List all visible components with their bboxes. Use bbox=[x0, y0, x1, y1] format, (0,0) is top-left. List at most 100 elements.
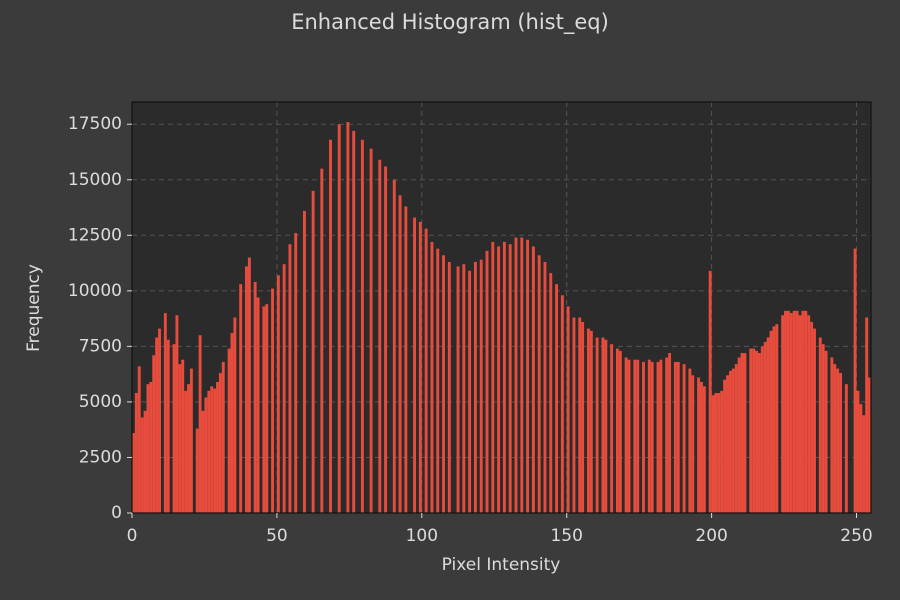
bar bbox=[723, 379, 727, 513]
bar bbox=[673, 361, 677, 513]
bar bbox=[610, 344, 614, 513]
bar bbox=[772, 326, 776, 513]
bar bbox=[265, 304, 269, 513]
bar bbox=[795, 310, 799, 513]
bar bbox=[294, 233, 298, 513]
bar bbox=[430, 241, 434, 513]
bar bbox=[195, 428, 199, 513]
ticks: 0 2500 5000 7500 10000 12500 15000 17500 0 50 100 1… bbox=[68, 114, 873, 546]
bar bbox=[508, 244, 512, 513]
x-tick-label: 50 bbox=[266, 526, 288, 546]
bar bbox=[743, 353, 747, 513]
bar bbox=[404, 206, 408, 514]
bar bbox=[769, 330, 773, 513]
bar bbox=[311, 190, 315, 513]
bar bbox=[636, 359, 640, 513]
bar bbox=[233, 317, 237, 513]
bar bbox=[824, 350, 828, 513]
bar bbox=[560, 295, 564, 513]
bar bbox=[728, 370, 732, 513]
bar bbox=[720, 390, 724, 513]
bar bbox=[813, 328, 816, 513]
bar bbox=[740, 353, 744, 513]
bar bbox=[253, 281, 257, 513]
bar bbox=[868, 377, 871, 513]
y-tick-label: 17500 bbox=[68, 114, 122, 134]
plot-frame bbox=[131, 101, 872, 514]
bar bbox=[398, 195, 402, 513]
bar bbox=[172, 344, 176, 513]
bar bbox=[627, 359, 631, 513]
bar bbox=[697, 377, 701, 513]
bar bbox=[543, 261, 547, 513]
bar bbox=[633, 359, 637, 513]
bar bbox=[856, 390, 860, 513]
bar bbox=[181, 359, 185, 513]
bar bbox=[572, 317, 576, 513]
bar bbox=[702, 386, 706, 513]
bar bbox=[711, 395, 715, 513]
bars bbox=[132, 121, 871, 514]
bar bbox=[346, 121, 350, 513]
bar bbox=[378, 159, 382, 514]
bar bbox=[804, 310, 808, 513]
bar bbox=[442, 255, 445, 514]
bar bbox=[688, 368, 692, 513]
bar bbox=[763, 341, 767, 513]
bar bbox=[210, 386, 214, 513]
bar bbox=[781, 315, 785, 513]
bar bbox=[485, 250, 489, 514]
bar bbox=[700, 381, 703, 513]
bar bbox=[221, 361, 225, 513]
bar bbox=[392, 179, 396, 513]
bar bbox=[656, 361, 660, 513]
bar bbox=[152, 355, 156, 513]
bar bbox=[320, 168, 324, 513]
y-tick-label: 0 bbox=[111, 503, 122, 523]
bar bbox=[752, 348, 756, 513]
bar bbox=[189, 368, 193, 513]
bar bbox=[218, 373, 222, 513]
chart-title: Enhanced Histogram (hist_eq) bbox=[291, 10, 609, 35]
x-tick-label: 250 bbox=[840, 526, 872, 546]
bar bbox=[282, 264, 286, 513]
x-tick-label: 100 bbox=[406, 526, 438, 546]
bar bbox=[726, 375, 729, 513]
bar bbox=[665, 357, 669, 513]
x-tick-label: 0 bbox=[127, 526, 138, 546]
bar bbox=[555, 284, 559, 513]
bar bbox=[352, 130, 356, 513]
bar bbox=[766, 337, 770, 513]
bar bbox=[833, 364, 837, 513]
bar bbox=[288, 244, 292, 513]
bar bbox=[134, 393, 138, 513]
bar bbox=[668, 353, 672, 513]
bar bbox=[818, 337, 822, 513]
bar bbox=[647, 359, 651, 513]
bar bbox=[821, 344, 825, 513]
bar bbox=[360, 139, 364, 513]
bar bbox=[497, 246, 501, 514]
bar bbox=[198, 335, 202, 513]
bar bbox=[456, 266, 460, 513]
bar bbox=[526, 239, 530, 513]
bar bbox=[865, 317, 869, 513]
bar bbox=[256, 297, 260, 513]
bar bbox=[247, 257, 251, 513]
bar bbox=[682, 364, 686, 513]
bar bbox=[566, 306, 570, 513]
bar bbox=[601, 337, 605, 513]
bar bbox=[844, 384, 848, 513]
bar bbox=[839, 373, 843, 513]
bar bbox=[586, 328, 590, 513]
bar bbox=[520, 237, 524, 513]
bar bbox=[140, 417, 144, 513]
bar bbox=[230, 333, 234, 513]
bar bbox=[734, 364, 738, 513]
bar bbox=[418, 221, 422, 513]
bar bbox=[329, 139, 332, 513]
bar bbox=[462, 264, 466, 513]
bar bbox=[757, 353, 761, 513]
bar bbox=[213, 388, 217, 513]
